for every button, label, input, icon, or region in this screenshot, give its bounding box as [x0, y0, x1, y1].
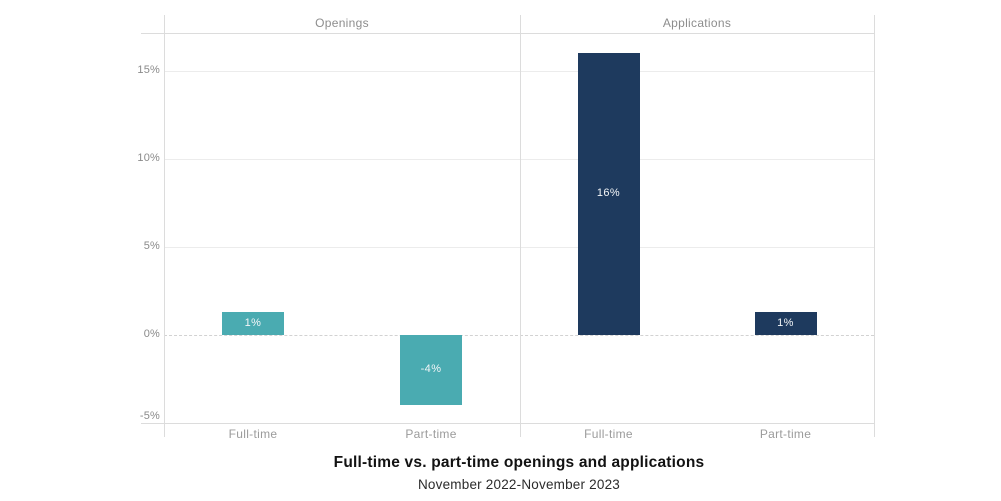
- panel-header: Applications: [662, 16, 732, 30]
- bar-value-label: 1%: [244, 316, 262, 329]
- x-axis-category-label: Part-time: [759, 427, 812, 441]
- zero-gridline: [164, 335, 874, 336]
- x-axis-category-label: Part-time: [405, 427, 457, 441]
- y-axis-tick-label: 15%: [137, 64, 160, 76]
- gridline: [164, 247, 874, 248]
- x-axis-category-label: Full-time: [228, 427, 278, 441]
- y-axis-tick-label: 0%: [143, 328, 160, 340]
- y-axis-tick-label: -5%: [139, 410, 160, 422]
- top-frame-line: [141, 33, 874, 34]
- bar-value-label: -4%: [420, 363, 442, 376]
- bar: 16%: [577, 53, 640, 335]
- chart-subtitle: November 2022-November 2023: [417, 477, 620, 492]
- gridline: [164, 71, 874, 72]
- bar: -4%: [400, 335, 462, 406]
- chart-title: Full-time vs. part-time openings and app…: [333, 454, 705, 471]
- panel-header: Openings: [315, 16, 369, 30]
- right-frame-line: [874, 15, 875, 437]
- bottom-axis-line: [141, 423, 874, 424]
- bar: 1%: [222, 312, 284, 335]
- bar-value-label: 16%: [596, 187, 621, 200]
- panel-separator-line: [520, 15, 521, 437]
- x-axis-category-label: Full-time: [584, 427, 633, 441]
- bar-value-label: 1%: [777, 316, 794, 329]
- y-axis-tick-label: 5%: [143, 240, 160, 252]
- bar: 1%: [754, 312, 817, 335]
- left-axis-line: [164, 15, 165, 437]
- gridline: [164, 159, 874, 160]
- y-axis-tick-label: 10%: [137, 152, 160, 164]
